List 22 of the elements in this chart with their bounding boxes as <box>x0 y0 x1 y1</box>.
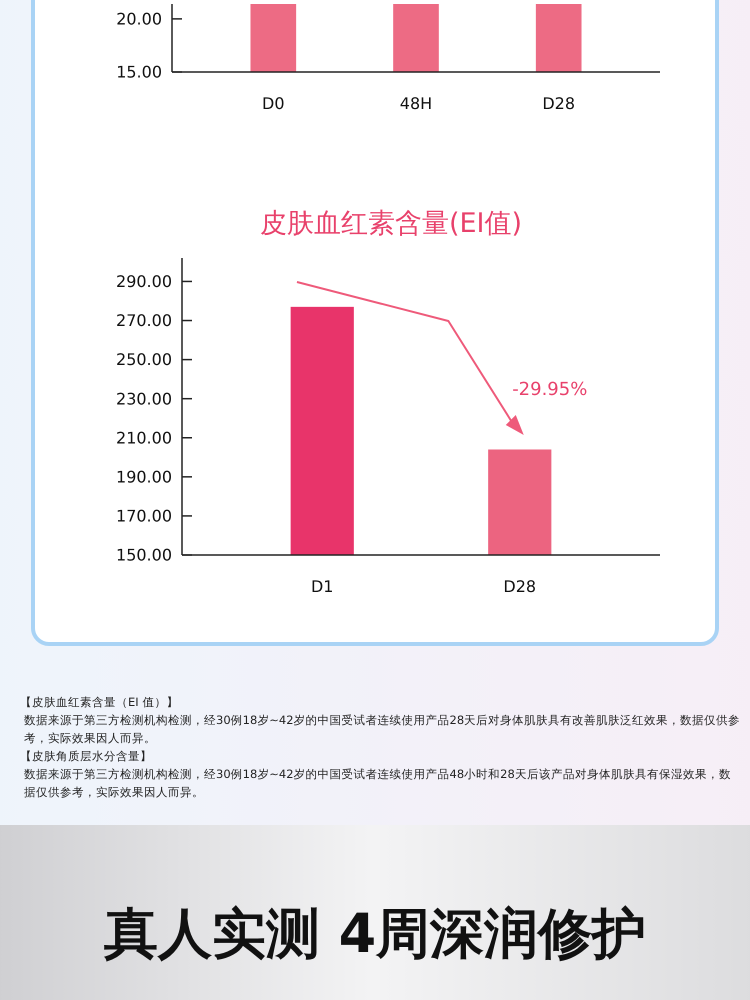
text: 【皮肤角质层水分含量】 <box>20 749 152 763</box>
y-tick-label: 250.00 <box>116 350 172 370</box>
y-tick-label: 210.00 <box>116 428 172 448</box>
y-tick-label: 270.00 <box>116 311 172 330</box>
text: 真人实测 4周深润修护 <box>102 902 646 965</box>
x-tick-label: 48H <box>400 94 432 113</box>
y-tick-label: 190.00 <box>116 467 172 486</box>
text: 数据来源于第三方检测机构检测，经30例18岁~42岁的中国受试者连续使用产品48小时和28天后该产品对身体肌肤具有保湿效果，数据仅供参考，实际效果因人而异。 <box>24 767 731 799</box>
x-tick-label: D1 <box>310 577 334 596</box>
x-tick-label: D0 <box>262 94 285 113</box>
y-tick-label: 230.00 <box>116 389 172 408</box>
text: 数据来源于第三方检测机构检测，经30例18岁~42岁的中国受试者连续使用产品28天后对身体肌肤具有改善肌肤泛红效果，数据仅供参考，实际效果因人而异。 <box>24 713 740 745</box>
text: 【皮肤血红素含量（EI 值）】 <box>20 695 178 709</box>
y-tick-label: 170.00 <box>116 506 172 526</box>
y-tick-label: 290.00 <box>116 272 172 292</box>
y-tick-label: 20.00 <box>116 9 162 28</box>
x-tick-label: D28 <box>503 577 536 596</box>
y-tick-label: 15.00 <box>116 62 162 82</box>
x-tick-label: D28 <box>542 94 576 113</box>
y-tick-label: 150.00 <box>116 546 172 565</box>
annotation: -29.95% <box>512 379 588 400</box>
chart-title: 皮肤血红素含量(EI值) <box>260 208 522 239</box>
